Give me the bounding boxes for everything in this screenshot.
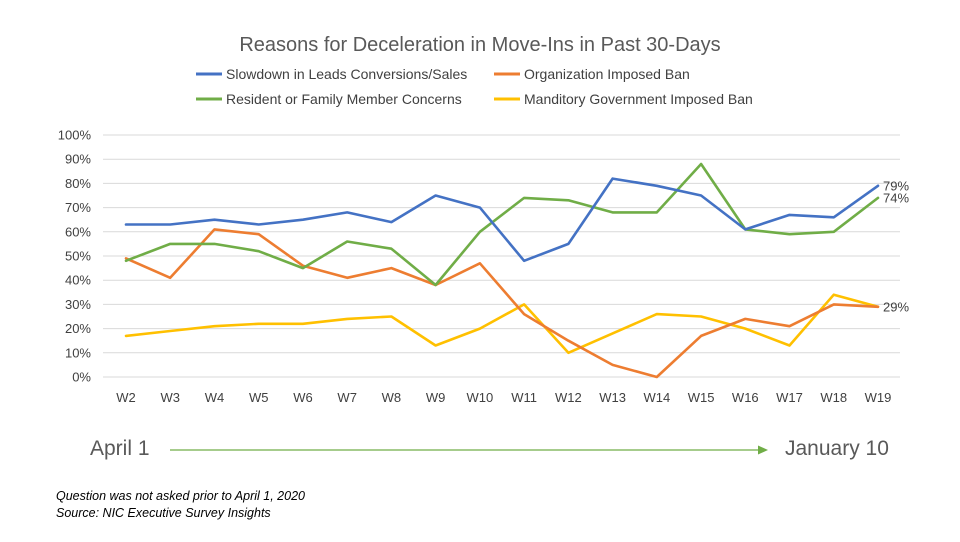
- y-axis-ticks: 0% 10% 20% 30% 40% 50% 60% 70% 80% 90% 100%: [58, 128, 92, 385]
- x-tick-label: W11: [511, 390, 537, 405]
- series-line-slowdown-in-leads-conversions-sales: [124, 177, 880, 263]
- series-line-manditory-government-imposed-ban: [124, 293, 880, 355]
- y-tick-label: 60%: [65, 224, 91, 239]
- x-tick-label: W18: [820, 390, 847, 405]
- legend: Slowdown in Leads Conversions/Sales Organ…: [196, 66, 753, 107]
- y-tick-label: 0%: [72, 370, 91, 385]
- legend-label: Slowdown in Leads Conversions/Sales: [226, 66, 467, 82]
- timeline-arrow: [170, 445, 768, 455]
- x-tick-label: W13: [599, 390, 626, 405]
- y-tick-label: 80%: [65, 176, 91, 191]
- x-tick-label: W12: [555, 390, 582, 405]
- timeline-start-label: April 1: [90, 437, 150, 460]
- x-tick-label: W19: [865, 390, 892, 405]
- y-tick-label: 90%: [65, 152, 91, 167]
- legend-label: Manditory Government Imposed Ban: [524, 91, 753, 107]
- end-value-label: 74%: [883, 190, 909, 205]
- x-tick-label: W4: [205, 390, 225, 405]
- chart-title: Reasons for Deceleration in Move-Ins in …: [239, 34, 720, 56]
- x-tick-label: W3: [160, 390, 180, 405]
- x-tick-label: W16: [732, 390, 759, 405]
- timeline-end-label: January 10: [785, 437, 889, 460]
- y-tick-label: 40%: [65, 273, 91, 288]
- end-labels: 79%74% 29%: [883, 178, 909, 314]
- y-tick-label: 30%: [65, 297, 91, 312]
- x-tick-label: W17: [776, 390, 803, 405]
- y-tick-label: 50%: [65, 249, 91, 264]
- footnotes: Question was not asked prior to April 1,…: [56, 488, 305, 522]
- line-chart: Reasons for Deceleration in Move-Ins in …: [58, 34, 910, 405]
- y-tick-label: 20%: [65, 321, 91, 336]
- y-tick-label: 70%: [65, 200, 91, 215]
- x-tick-label: W8: [382, 390, 402, 405]
- series-line-organization-imposed-ban: [124, 228, 880, 379]
- end-value-label: 79%: [883, 178, 909, 193]
- x-tick-label: W9: [426, 390, 446, 405]
- series-line-resident-or-family-member-concerns: [124, 162, 880, 287]
- footnote-line-2: Source: NIC Executive Survey Insights: [56, 506, 271, 520]
- x-tick-label: W6: [293, 390, 313, 405]
- y-tick-label: 100%: [58, 128, 92, 143]
- legend-label: Resident or Family Member Concerns: [226, 91, 462, 107]
- x-axis-ticks: W2 W3 W4 W5 W6 W7 W8 W9 W10 W11 W12 W13 W14 W15 W16 W17…: [116, 390, 891, 405]
- legend-label: Organization Imposed Ban: [524, 66, 690, 82]
- end-value-label: 29%: [883, 299, 909, 314]
- x-tick-label: W10: [467, 390, 494, 405]
- series-lines: [124, 162, 880, 379]
- x-tick-label: W5: [249, 390, 269, 405]
- x-tick-label: W7: [337, 390, 357, 405]
- x-tick-label: W14: [643, 390, 670, 405]
- footnote-line-1: Question was not asked prior to April 1,…: [56, 489, 305, 503]
- x-tick-label: W2: [116, 390, 136, 405]
- y-tick-label: 10%: [65, 345, 91, 360]
- x-tick-label: W15: [688, 390, 715, 405]
